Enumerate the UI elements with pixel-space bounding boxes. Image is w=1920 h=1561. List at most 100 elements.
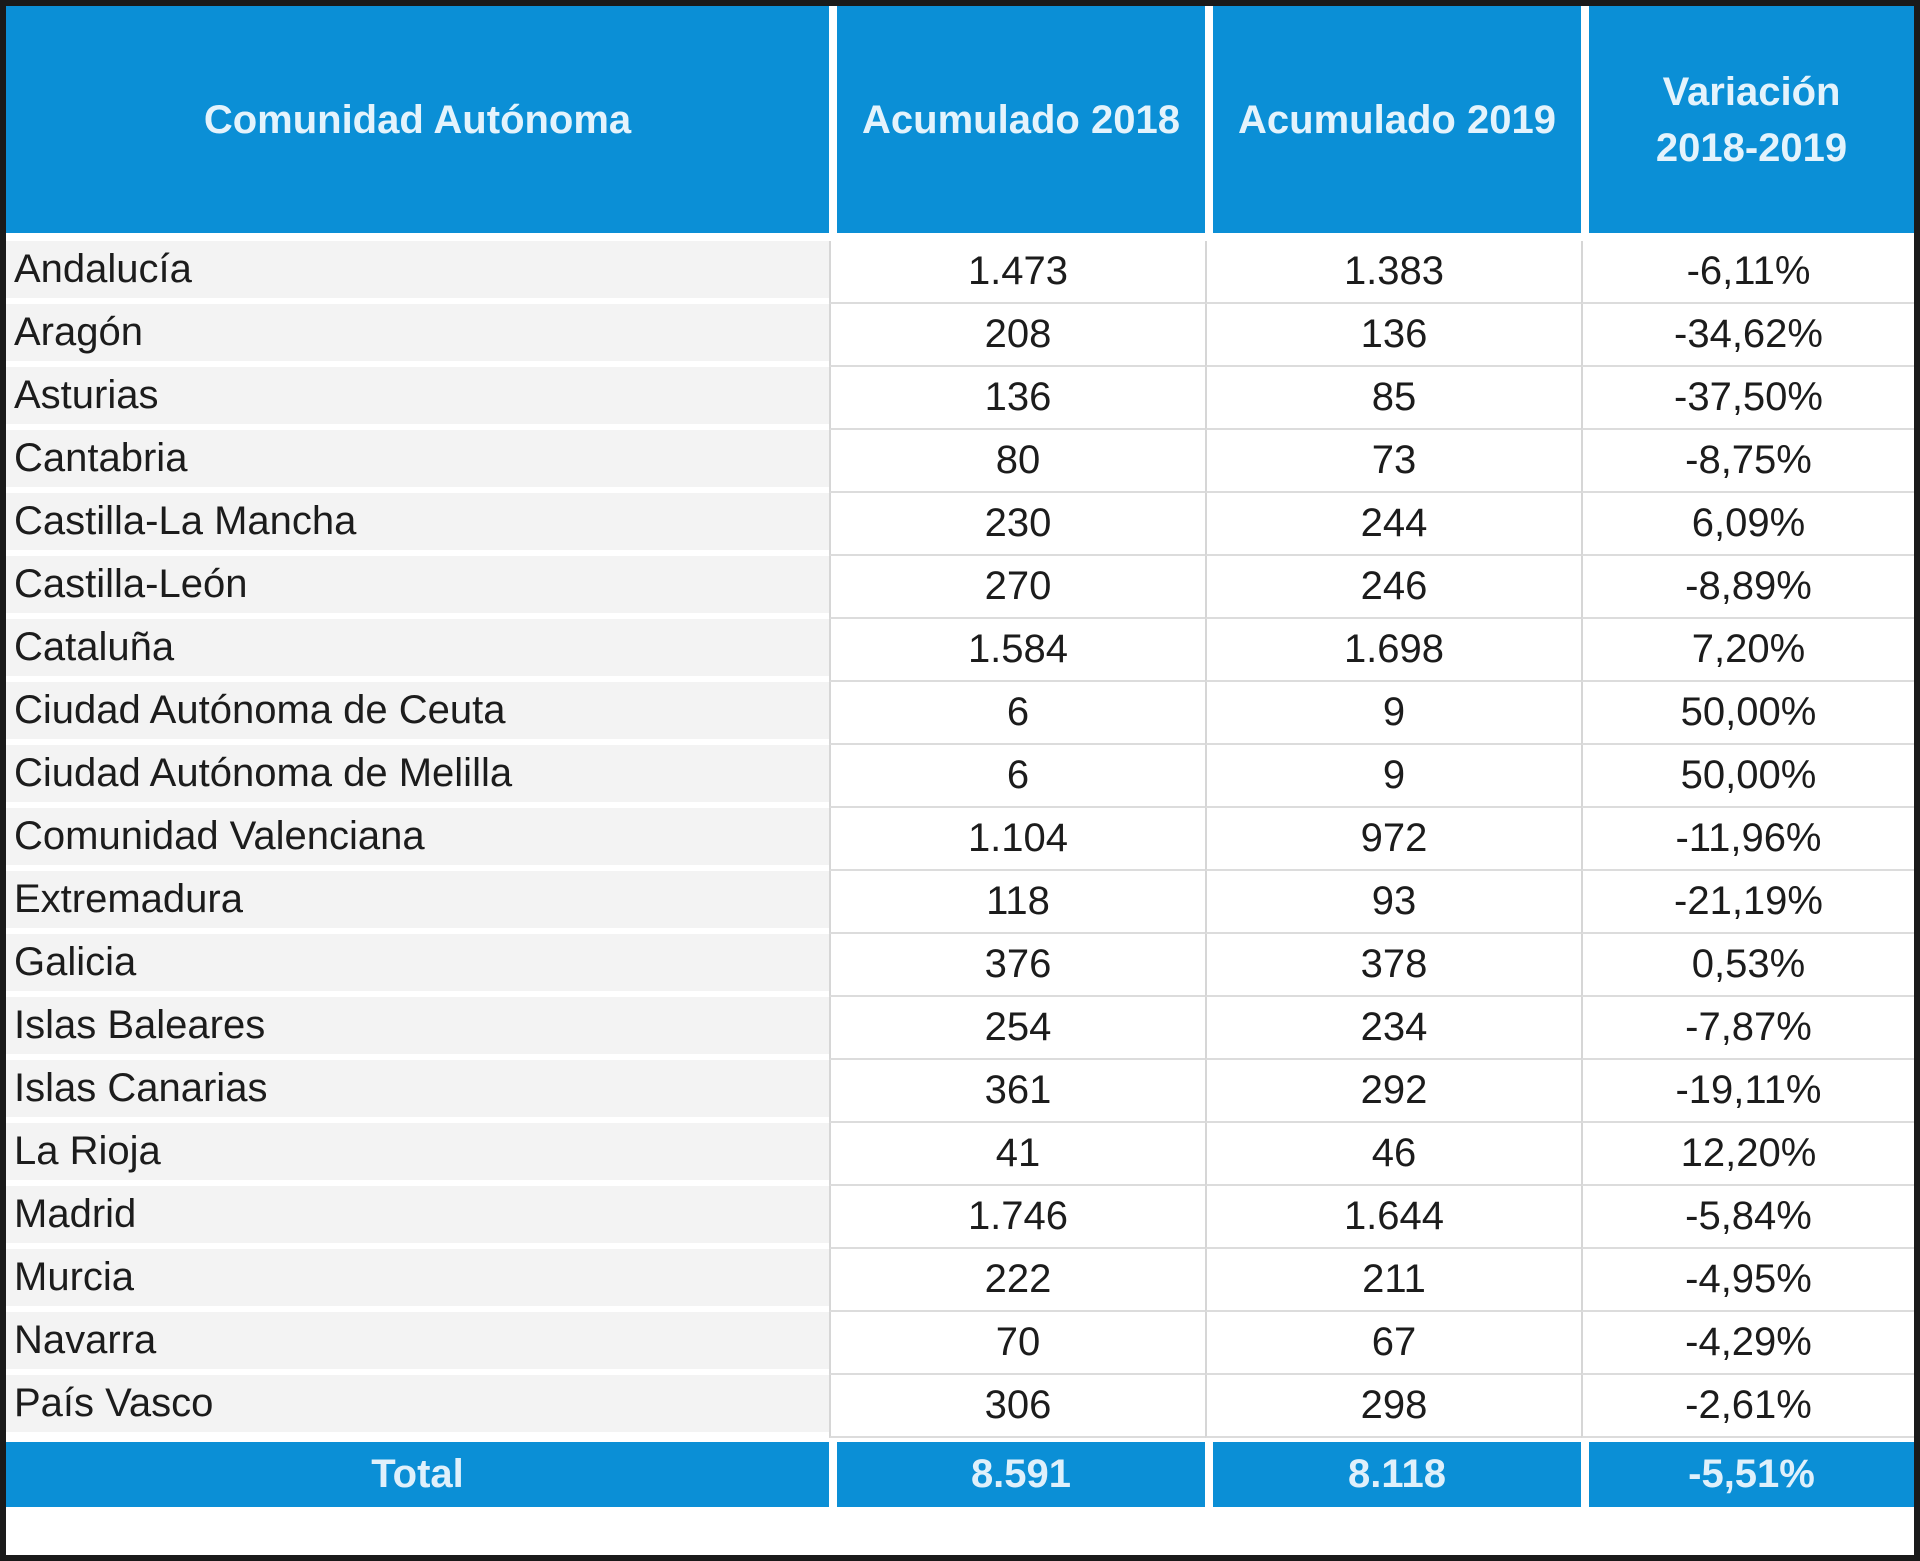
cell-variacion: -5,84% xyxy=(1581,1186,1914,1249)
cell-acumulado-2018: 136 xyxy=(829,367,1205,430)
cell-acumulado-2018: 208 xyxy=(829,304,1205,367)
cell-acumulado-2018: 41 xyxy=(829,1123,1205,1186)
header-variacion-line2: 2018-2019 xyxy=(1655,125,1848,170)
cell-acumulado-2018: 306 xyxy=(829,1375,1205,1438)
table-row: Cataluña 1.584 1.698 7,20% xyxy=(6,619,1914,682)
total-row: Total 8.591 8.118 -5,51% xyxy=(6,1438,1914,1507)
cell-acumulado-2019: 1.644 xyxy=(1205,1186,1581,1249)
cell-variacion: -6,11% xyxy=(1581,241,1914,304)
total-acumulado-2019: 8.118 xyxy=(1205,1438,1581,1507)
cell-comunidad: Ciudad Autónoma de Ceuta xyxy=(6,682,829,745)
table-row: País Vasco 306 298 -2,61% xyxy=(6,1375,1914,1438)
cell-acumulado-2018: 70 xyxy=(829,1312,1205,1375)
cell-acumulado-2019: 234 xyxy=(1205,997,1581,1060)
table-row: Asturias 136 85 -37,50% xyxy=(6,367,1914,430)
cell-acumulado-2018: 361 xyxy=(829,1060,1205,1123)
cell-variacion: -4,29% xyxy=(1581,1312,1914,1375)
cell-variacion: -37,50% xyxy=(1581,367,1914,430)
cell-comunidad: Navarra xyxy=(6,1312,829,1375)
table-body: Andalucía 1.473 1.383 -6,11% Aragón 208 136 -34… xyxy=(6,241,1914,1438)
cell-variacion: 50,00% xyxy=(1581,682,1914,745)
cell-variacion: -2,61% xyxy=(1581,1375,1914,1438)
cell-acumulado-2018: 6 xyxy=(829,745,1205,808)
table-row: Castilla-La Mancha 230 244 6,09% xyxy=(6,493,1914,556)
cell-acumulado-2018: 222 xyxy=(829,1249,1205,1312)
cell-comunidad: Ciudad Autónoma de Melilla xyxy=(6,745,829,808)
cell-variacion: -19,11% xyxy=(1581,1060,1914,1123)
header-row: Comunidad Autónoma Acumulado 2018 Acumul… xyxy=(6,6,1914,241)
cell-variacion: -8,75% xyxy=(1581,430,1914,493)
table-row: Comunidad Valenciana 1.104 972 -11,96% xyxy=(6,808,1914,871)
cell-comunidad: Asturias xyxy=(6,367,829,430)
table-row: Ciudad Autónoma de Ceuta 6 9 50,00% xyxy=(6,682,1914,745)
cell-acumulado-2018: 118 xyxy=(829,871,1205,934)
table-row: Islas Canarias 361 292 -19,11% xyxy=(6,1060,1914,1123)
table-row: Andalucía 1.473 1.383 -6,11% xyxy=(6,241,1914,304)
cell-acumulado-2019: 93 xyxy=(1205,871,1581,934)
cell-comunidad: País Vasco xyxy=(6,1375,829,1438)
cell-acumulado-2018: 376 xyxy=(829,934,1205,997)
cell-variacion: -8,89% xyxy=(1581,556,1914,619)
cell-variacion: 50,00% xyxy=(1581,745,1914,808)
cell-comunidad: Castilla-León xyxy=(6,556,829,619)
table-row: La Rioja 41 46 12,20% xyxy=(6,1123,1914,1186)
cell-comunidad: Cataluña xyxy=(6,619,829,682)
cell-variacion: 7,20% xyxy=(1581,619,1914,682)
cell-acumulado-2019: 9 xyxy=(1205,682,1581,745)
table-row: Cantabria 80 73 -8,75% xyxy=(6,430,1914,493)
header-comunidad: Comunidad Autónoma xyxy=(6,6,829,241)
cell-acumulado-2018: 1.746 xyxy=(829,1186,1205,1249)
cell-acumulado-2018: 1.104 xyxy=(829,808,1205,871)
cell-comunidad: Galicia xyxy=(6,934,829,997)
cell-comunidad: Andalucía xyxy=(6,241,829,304)
table-row: Murcia 222 211 -4,95% xyxy=(6,1249,1914,1312)
cell-comunidad: Aragón xyxy=(6,304,829,367)
cell-variacion: -34,62% xyxy=(1581,304,1914,367)
cell-comunidad: Cantabria xyxy=(6,430,829,493)
cell-acumulado-2019: 136 xyxy=(1205,304,1581,367)
cell-variacion: -21,19% xyxy=(1581,871,1914,934)
table-row: Castilla-León 270 246 -8,89% xyxy=(6,556,1914,619)
table-row: Ciudad Autónoma de Melilla 6 9 50,00% xyxy=(6,745,1914,808)
cell-variacion: 12,20% xyxy=(1581,1123,1914,1186)
cell-acumulado-2019: 1.383 xyxy=(1205,241,1581,304)
cell-acumulado-2019: 9 xyxy=(1205,745,1581,808)
total-label: Total xyxy=(6,1438,829,1507)
header-variacion-line1: Variación xyxy=(1662,69,1841,114)
data-table: Comunidad Autónoma Acumulado 2018 Acumul… xyxy=(6,6,1914,1507)
header-acumulado-2019: Acumulado 2019 xyxy=(1205,6,1581,241)
cell-acumulado-2019: 67 xyxy=(1205,1312,1581,1375)
cell-acumulado-2018: 1.473 xyxy=(829,241,1205,304)
cell-variacion: 0,53% xyxy=(1581,934,1914,997)
cell-acumulado-2019: 378 xyxy=(1205,934,1581,997)
cell-acumulado-2019: 211 xyxy=(1205,1249,1581,1312)
cell-acumulado-2018: 254 xyxy=(829,997,1205,1060)
cell-acumulado-2019: 298 xyxy=(1205,1375,1581,1438)
table-row: Madrid 1.746 1.644 -5,84% xyxy=(6,1186,1914,1249)
cell-comunidad: Madrid xyxy=(6,1186,829,1249)
cell-acumulado-2018: 6 xyxy=(829,682,1205,745)
cell-acumulado-2019: 46 xyxy=(1205,1123,1581,1186)
cell-variacion: -11,96% xyxy=(1581,808,1914,871)
cell-comunidad: Islas Canarias xyxy=(6,1060,829,1123)
cell-variacion: 6,09% xyxy=(1581,493,1914,556)
cell-comunidad: Comunidad Valenciana xyxy=(6,808,829,871)
cell-comunidad: La Rioja xyxy=(6,1123,829,1186)
cell-acumulado-2019: 85 xyxy=(1205,367,1581,430)
total-acumulado-2018: 8.591 xyxy=(829,1438,1205,1507)
cell-acumulado-2018: 230 xyxy=(829,493,1205,556)
cell-comunidad: Castilla-La Mancha xyxy=(6,493,829,556)
cell-comunidad: Islas Baleares xyxy=(6,997,829,1060)
cell-comunidad: Murcia xyxy=(6,1249,829,1312)
table-row: Navarra 70 67 -4,29% xyxy=(6,1312,1914,1375)
cell-comunidad: Extremadura xyxy=(6,871,829,934)
total-variacion: -5,51% xyxy=(1581,1438,1914,1507)
table-row: Galicia 376 378 0,53% xyxy=(6,934,1914,997)
cell-acumulado-2019: 1.698 xyxy=(1205,619,1581,682)
cell-variacion: -4,95% xyxy=(1581,1249,1914,1312)
cell-acumulado-2018: 80 xyxy=(829,430,1205,493)
table-row: Extremadura 118 93 -21,19% xyxy=(6,871,1914,934)
table-row: Islas Baleares 254 234 -7,87% xyxy=(6,997,1914,1060)
header-acumulado-2018: Acumulado 2018 xyxy=(829,6,1205,241)
